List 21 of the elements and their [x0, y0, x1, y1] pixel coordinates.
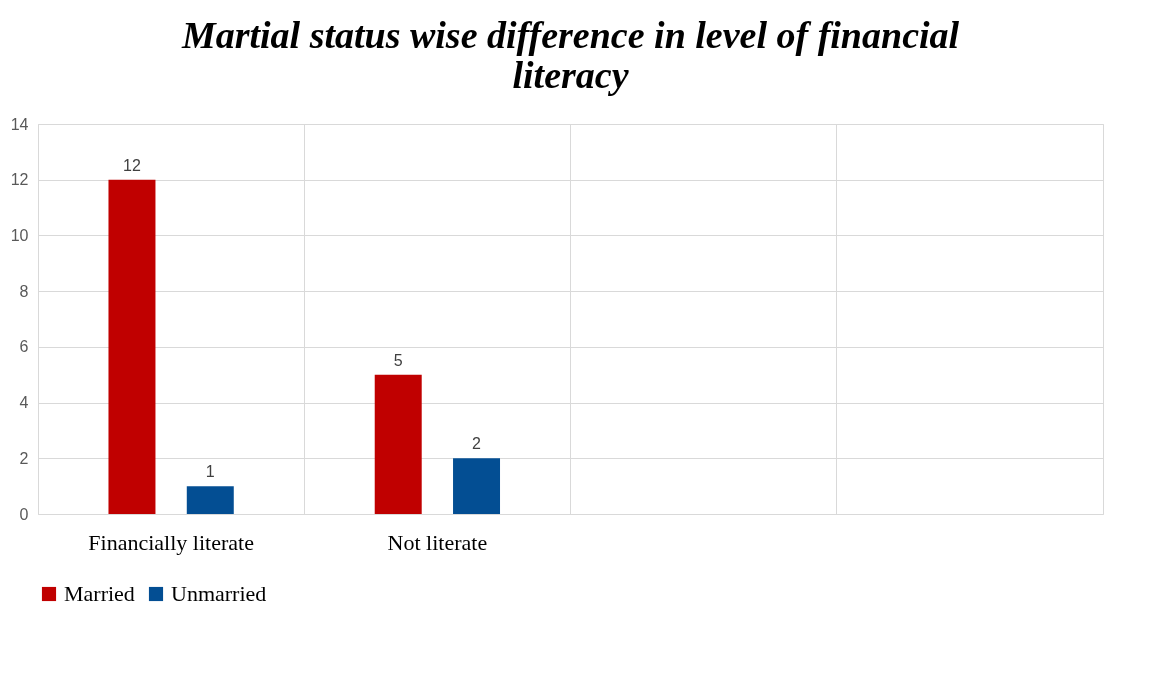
x-tick-label: Not literate [387, 529, 488, 555]
y-tick-label: 10 [10, 226, 29, 244]
y-tick-label: 0 [19, 505, 29, 523]
y-tick-label: 12 [10, 171, 29, 189]
bar [453, 458, 501, 514]
legend-label: Unmarried [171, 581, 267, 606]
x-tick-label: Financially literate [88, 529, 254, 555]
y-tick-label: 6 [19, 338, 29, 356]
y-tick-label: 4 [19, 394, 29, 412]
y-tick-label: 2 [19, 449, 29, 467]
data-label: 1 [205, 463, 215, 481]
legend-label: Married [64, 581, 135, 606]
y-tick-label: 8 [19, 282, 29, 300]
chart-title: Martial status wise difference in level of financial literacy [180, 14, 960, 96]
y-tick-label: 14 [10, 115, 29, 133]
bar [374, 374, 422, 514]
data-label: 12 [123, 156, 141, 174]
bar [186, 486, 234, 514]
bar [108, 179, 156, 514]
data-label: 5 [393, 351, 403, 369]
data-label: 2 [472, 435, 482, 453]
